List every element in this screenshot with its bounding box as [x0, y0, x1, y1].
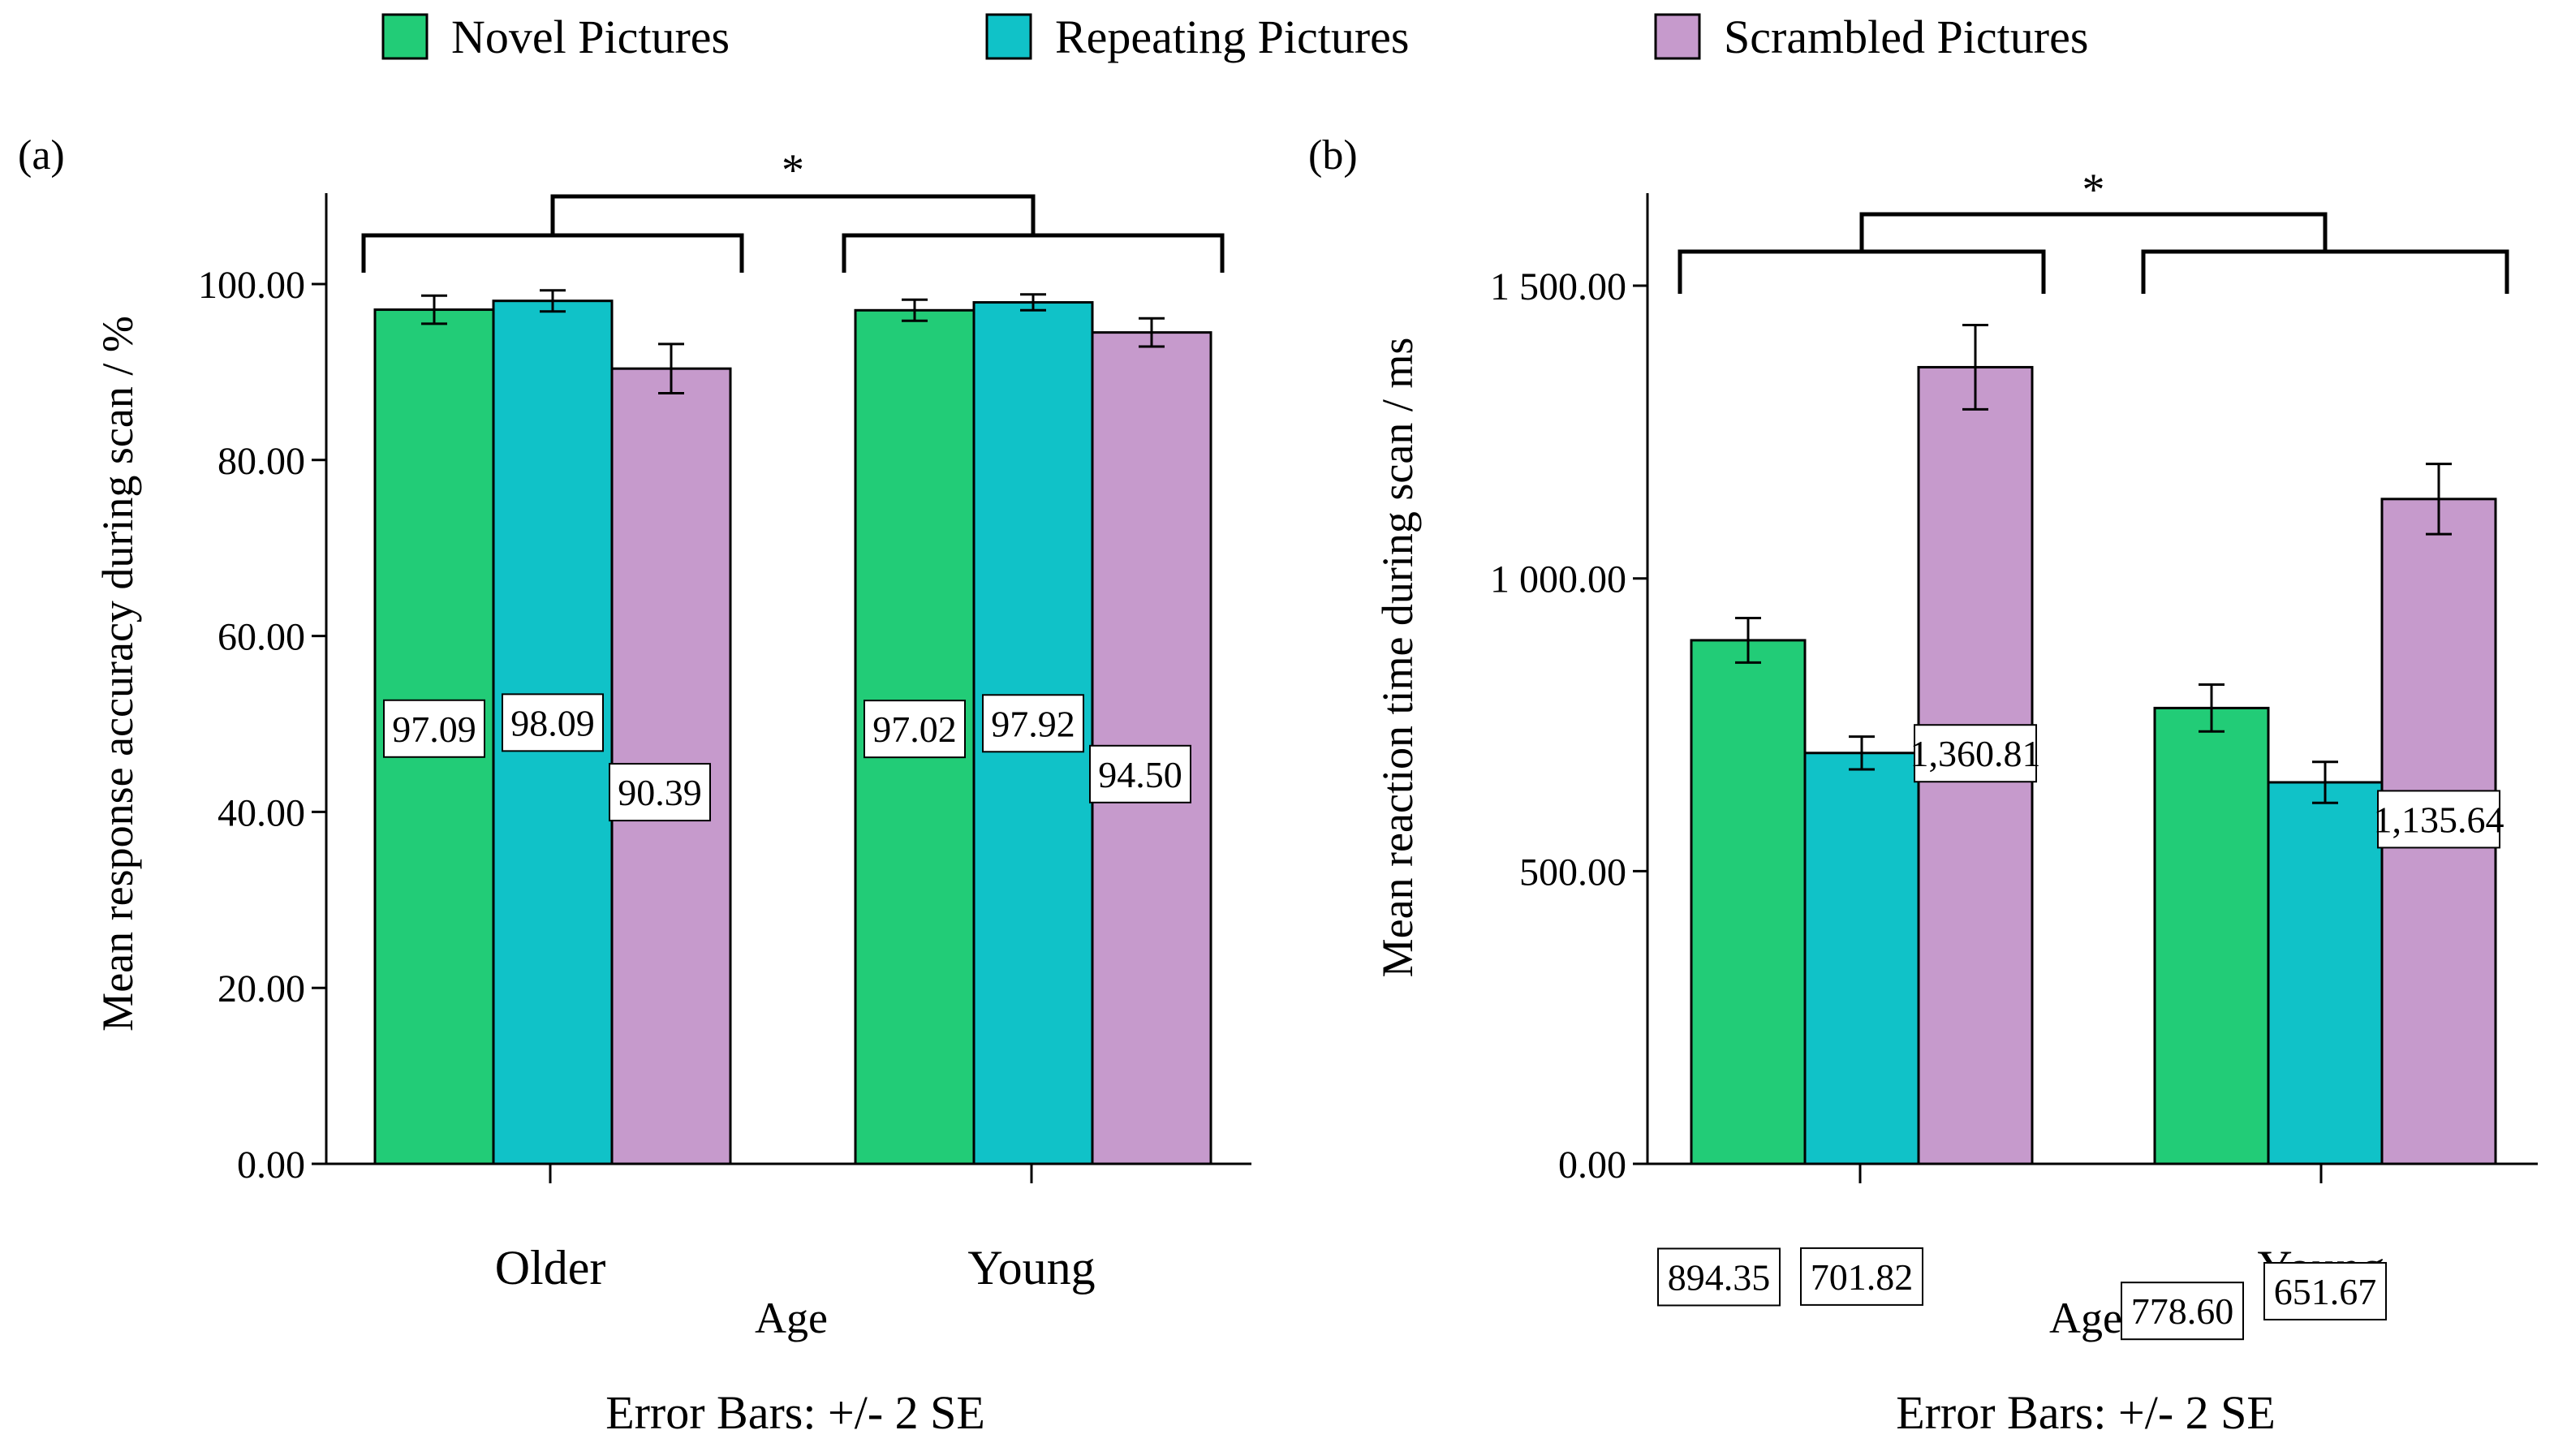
legend-swatch-novel: [381, 13, 429, 60]
y-tick-label: 0.00: [1558, 1144, 1626, 1187]
data-label: 1,135.64: [2374, 799, 2504, 840]
panel-label-b: (b): [1308, 132, 1358, 179]
legend-label-scrambled: Scrambled Pictures: [1724, 11, 2088, 63]
data-label: 778.60: [2131, 1290, 2234, 1332]
x-axis-title-b: Age: [2049, 1294, 2122, 1342]
y-tick-label: 0.00: [237, 1144, 305, 1187]
y-tick-label: 20.00: [217, 967, 305, 1010]
data-label-box: [383, 699, 485, 758]
data-label-box: [1914, 724, 2037, 783]
legend-label-novel: Novel Pictures: [451, 11, 730, 63]
data-label-box: [609, 763, 711, 822]
bar-novel-pictures-young: [2153, 706, 2270, 1165]
data-label: 97.09: [392, 709, 476, 750]
significance-bracket: [550, 194, 1036, 235]
y-axis-title-a: Mean response accuracy during scan / %: [93, 316, 142, 1032]
data-label-box: [1089, 744, 1191, 803]
data-label: 97.92: [991, 703, 1075, 744]
data-label-box: [1657, 1247, 1781, 1307]
y-tick-label: 60.00: [217, 616, 305, 659]
y-tick-label: 1 500.00: [1490, 265, 1626, 308]
data-label: 97.02: [872, 709, 957, 750]
x-axis-title-a: Age: [755, 1294, 828, 1342]
y-tick-label: 40.00: [217, 791, 305, 834]
x-tick-label-young: Young: [967, 1241, 1095, 1294]
plot-a: 0.00 20.00 40.00 60.00 80.00 100.00 Older Young…: [198, 145, 1251, 1294]
data-label-box: [2263, 1261, 2387, 1320]
group-bracket: [361, 233, 744, 273]
bar-repeating-pictures-older: [1803, 752, 1920, 1165]
data-label-box: [1800, 1247, 1923, 1306]
data-label: 94.50: [1098, 754, 1182, 795]
bar-repeating-pictures-young: [2267, 781, 2384, 1165]
group-bracket: [842, 233, 1225, 273]
significance-star: *: [782, 145, 804, 196]
data-label-box: [2377, 790, 2500, 849]
data-label: 90.39: [618, 772, 702, 813]
significance-star: *: [2082, 165, 2105, 215]
y-tick-label: 1 000.00: [1490, 558, 1626, 601]
legend: Novel Pictures Repeating Pictures Scramb…: [381, 11, 2088, 63]
data-label: 98.09: [510, 702, 595, 743]
group-bracket: [1678, 249, 2046, 294]
bar-novel-pictures-older: [1690, 639, 1807, 1165]
data-label: 894.35: [1668, 1256, 1771, 1298]
y-tick-label: 100.00: [198, 264, 305, 307]
y-axis-title-b: Mean reaction time during scan / ms: [1373, 338, 1422, 978]
data-label-box: [502, 693, 604, 752]
group-bracket: [2141, 249, 2509, 294]
data-label-box: [864, 700, 966, 759]
legend-label-repeating: Repeating Pictures: [1055, 11, 1410, 63]
data-label-box: [2121, 1282, 2244, 1341]
legend-swatch-scrambled: [1654, 13, 1701, 60]
y-tick-label: 80.00: [217, 440, 305, 483]
x-tick-label-older: Older: [495, 1241, 606, 1294]
data-label-box: [982, 694, 1084, 753]
significance-bracket: [1859, 212, 2328, 252]
footer-error-bars-b: Error Bars: +/- 2 SE: [1896, 1386, 2276, 1439]
footer-error-bars-a: Error Bars: +/- 2 SE: [605, 1386, 985, 1439]
data-label: 651.67: [2274, 1271, 2377, 1312]
data-label: 701.82: [1811, 1256, 1914, 1298]
panel-label-a: (a): [18, 132, 65, 179]
y-tick-label: 500.00: [1519, 851, 1626, 894]
legend-swatch-repeating: [985, 13, 1032, 60]
data-label: 1,360.81: [1910, 733, 2041, 774]
